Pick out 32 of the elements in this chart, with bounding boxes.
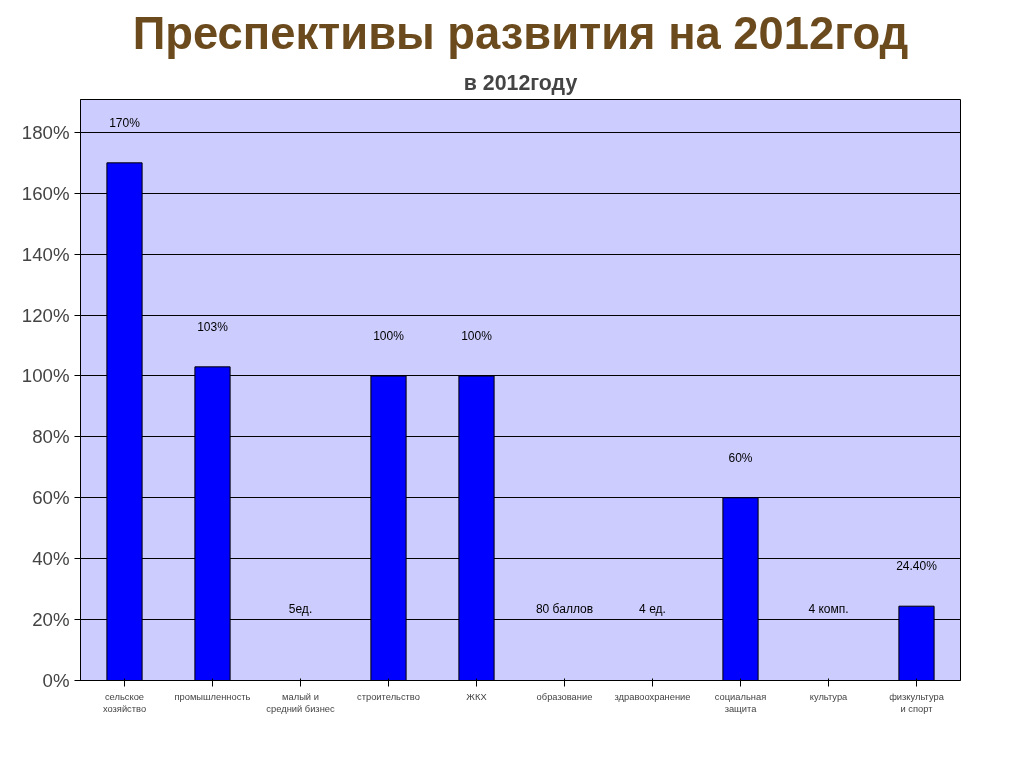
annotation: 5ед. — [288, 602, 313, 617]
x-tick-label: культура — [809, 691, 849, 702]
y-tick-label: 20% — [32, 609, 70, 631]
annotation: 80 баллов — [535, 602, 594, 617]
x-tick-label: ЖКХ — [466, 691, 488, 702]
y-tick-label: 140% — [21, 243, 70, 265]
data-label: 100% — [461, 329, 493, 344]
x-tick-label: сельское хозяйство — [102, 691, 147, 714]
x-tick-label: социальная защита — [714, 691, 767, 714]
data-label: 103% — [197, 319, 229, 334]
y-tick-label: 100% — [21, 365, 70, 387]
x-tick-label: физкультура и спорт — [889, 691, 945, 714]
x-tick-label: здравоохранение — [614, 691, 691, 702]
y-tick-label: 80% — [32, 426, 70, 448]
y-tick-label: 40% — [32, 548, 70, 570]
x-tick-label: промышленность — [174, 691, 251, 702]
x-tick-label: малый и средний бизнес — [266, 691, 335, 714]
chart-subtitle: в 2012году — [463, 70, 578, 95]
annotation: 4 ед. — [639, 602, 666, 617]
x-tick-label: строительство — [357, 691, 420, 702]
data-label: 170% — [109, 115, 141, 130]
y-tick-label: 160% — [21, 182, 70, 204]
y-tick-label: 0% — [42, 670, 70, 691]
chart-title: Преспективы развития на 2012год — [132, 7, 909, 59]
y-tick-label: 120% — [21, 304, 70, 326]
data-label: 60% — [728, 450, 753, 465]
y-tick-label: 180% — [21, 121, 70, 143]
annotation: 4 комп. — [808, 602, 849, 617]
x-tick-label: образование — [536, 691, 593, 702]
y-tick-label: 60% — [32, 487, 70, 509]
data-label: 100% — [373, 329, 405, 344]
data-label: 24.40% — [896, 559, 938, 574]
